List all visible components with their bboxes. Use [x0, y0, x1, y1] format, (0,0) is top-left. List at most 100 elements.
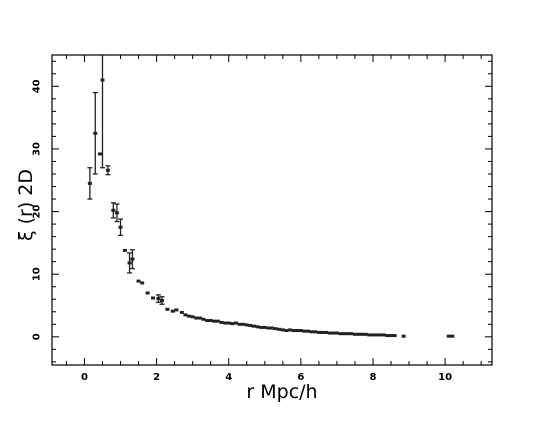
data-point — [201, 317, 206, 321]
data-point — [342, 332, 347, 336]
data-point — [262, 325, 267, 329]
data-point — [233, 321, 238, 325]
data-point — [183, 313, 188, 317]
data-point — [87, 181, 92, 185]
data-point — [356, 332, 361, 336]
data-point — [363, 332, 368, 336]
data-point — [450, 334, 455, 338]
data-point — [140, 281, 145, 285]
y-tick-label: 30 — [32, 142, 43, 156]
data-point — [378, 333, 383, 337]
data-point — [306, 329, 311, 333]
data-point — [381, 333, 386, 337]
data-point — [170, 309, 175, 313]
data-point — [345, 332, 350, 336]
data-point — [208, 319, 213, 323]
data-point — [160, 298, 164, 302]
data-point — [295, 329, 300, 333]
data-point — [165, 307, 170, 311]
data-point — [270, 326, 274, 330]
data-point — [316, 330, 321, 334]
data-point — [241, 322, 246, 326]
data-point — [219, 320, 224, 324]
data-point — [392, 334, 397, 338]
x-tick-label: 4 — [225, 372, 232, 383]
data-point — [255, 325, 260, 329]
data-point — [385, 334, 390, 338]
x-axis-tick-labels: 0 2 4 6 8 10 — [81, 372, 452, 383]
data-point — [194, 316, 199, 320]
x-axis-ticks — [65, 55, 482, 365]
data-point — [150, 296, 155, 300]
plot-border — [51, 54, 493, 366]
data-point — [145, 291, 150, 295]
data-point — [370, 333, 375, 337]
data-point — [111, 208, 116, 212]
x-tick-label: 10 — [438, 372, 452, 383]
data-point — [223, 321, 228, 325]
data-point — [298, 329, 303, 333]
data-point — [114, 211, 119, 215]
data-point — [100, 78, 105, 82]
data-point — [197, 316, 202, 320]
data-point — [136, 279, 141, 283]
data-point — [130, 257, 135, 261]
data-point — [302, 329, 307, 333]
data-point — [226, 321, 231, 325]
data-point — [215, 319, 220, 323]
data-point — [237, 322, 242, 326]
plot-frame — [51, 54, 493, 366]
data-point — [105, 168, 110, 172]
data-point — [446, 334, 451, 338]
data-point — [230, 322, 235, 326]
data-point — [389, 334, 394, 338]
y-axis-tick-labels: 0 10 20 30 40 — [32, 79, 43, 340]
data-point — [273, 327, 278, 331]
data-points — [87, 78, 455, 338]
data-point — [156, 297, 161, 301]
x-tick-label: 6 — [297, 372, 304, 383]
data-point — [118, 225, 123, 229]
data-point — [179, 310, 184, 314]
data-point — [309, 330, 314, 334]
data-point — [374, 333, 379, 337]
y-axis-ticks — [52, 60, 492, 363]
data-point — [93, 131, 98, 135]
y-tick-label: 10 — [32, 267, 43, 281]
data-point — [360, 332, 365, 336]
data-point — [338, 332, 343, 336]
data-point — [277, 327, 282, 331]
data-point — [320, 330, 325, 334]
x-tick-label: 2 — [153, 372, 160, 383]
data-point — [205, 319, 210, 323]
x-tick-label: 8 — [369, 372, 376, 383]
x-axis-label: r Mpc/h — [246, 381, 317, 403]
data-point — [259, 325, 264, 329]
data-point — [251, 324, 256, 328]
x-tick-label: 0 — [81, 372, 88, 383]
data-point — [122, 248, 127, 252]
data-point — [367, 333, 372, 337]
data-point — [401, 334, 406, 338]
y-tick-label: 20 — [32, 205, 43, 219]
y-axis-label: ξ (r) 2D — [15, 169, 37, 241]
data-point — [291, 329, 296, 333]
data-point — [331, 331, 336, 335]
data-point — [190, 315, 195, 319]
data-point — [174, 308, 179, 312]
data-point — [248, 324, 253, 328]
data-point — [127, 261, 132, 265]
data-point — [280, 328, 285, 332]
data-point — [244, 323, 249, 327]
data-point — [187, 314, 192, 318]
data-point — [212, 319, 217, 323]
data-point — [266, 326, 271, 330]
data-point — [352, 332, 357, 336]
data-point — [327, 331, 332, 335]
data-point — [97, 152, 102, 156]
data-point — [288, 328, 293, 332]
data-point — [324, 330, 329, 334]
data-point — [334, 331, 339, 335]
